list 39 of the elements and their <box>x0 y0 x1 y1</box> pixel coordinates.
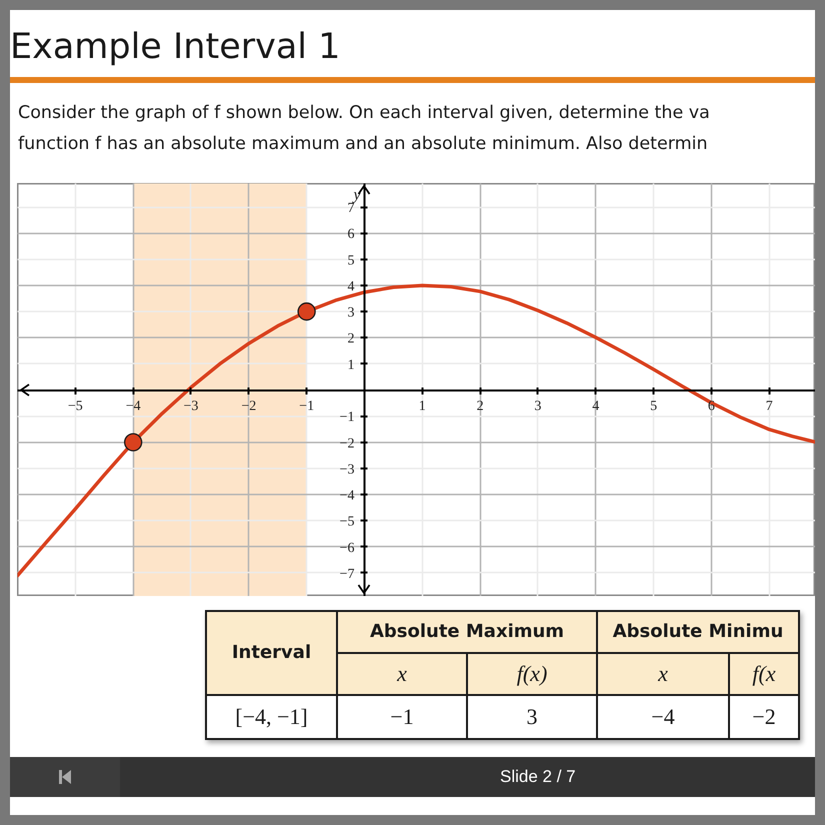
text: [−4, −1] <box>206 695 337 739</box>
text: Absolute Minimu <box>597 611 799 653</box>
x-tick-label: −3 <box>184 399 198 414</box>
y-tick-label: −3 <box>340 462 354 478</box>
x-tick-label: −2 <box>241 399 256 414</box>
text: −4 <box>597 695 729 739</box>
x-tick-label: 5 <box>650 399 658 414</box>
x-tick-label: 3 <box>534 399 542 414</box>
text: x <box>337 653 467 695</box>
y-tick-label: −6 <box>340 540 354 556</box>
x-tick-label: −1 <box>299 399 314 414</box>
y-tick-label: 4 <box>347 279 354 294</box>
y-tick-label: 6 <box>347 227 354 242</box>
y-tick-label: −7 <box>340 566 354 582</box>
y-tick-label: −1 <box>340 410 354 426</box>
y-tick-label: 2 <box>347 332 354 347</box>
text: −2 <box>729 695 799 739</box>
x-tick-label: 7 <box>766 399 773 414</box>
text: Slide 2 / 7 <box>499 766 577 788</box>
text: Interval <box>206 611 337 695</box>
y-tick-label: −4 <box>340 488 354 504</box>
text: 3 <box>467 695 597 739</box>
y-tick-label: −2 <box>340 436 354 452</box>
x-tick-label: 1 <box>418 399 426 414</box>
y-tick-label: 3 <box>347 306 354 321</box>
text: x <box>597 653 729 695</box>
chart-subtitle: Consider the graph of f shown below. On each interval given, determine the va function f has an absolute maximum and an absolute minimum. Also determin <box>18 102 710 156</box>
x-tick-label: −4 <box>126 399 141 414</box>
chart-title: Example Interval 1 <box>10 26 340 69</box>
text: f(x) <box>467 653 597 695</box>
y-tick-label: −5 <box>340 514 354 530</box>
x-tick-label: 2 <box>476 399 484 414</box>
y-tick-label: 1 <box>347 358 354 373</box>
y-tick-label: 7 <box>347 201 354 216</box>
text: Absolute Maximum <box>337 611 597 653</box>
y-tick-label: 5 <box>347 253 354 268</box>
x-tick-label: 4 <box>592 399 600 414</box>
text: f(x <box>729 653 799 695</box>
x-tick-label: −5 <box>68 399 83 414</box>
